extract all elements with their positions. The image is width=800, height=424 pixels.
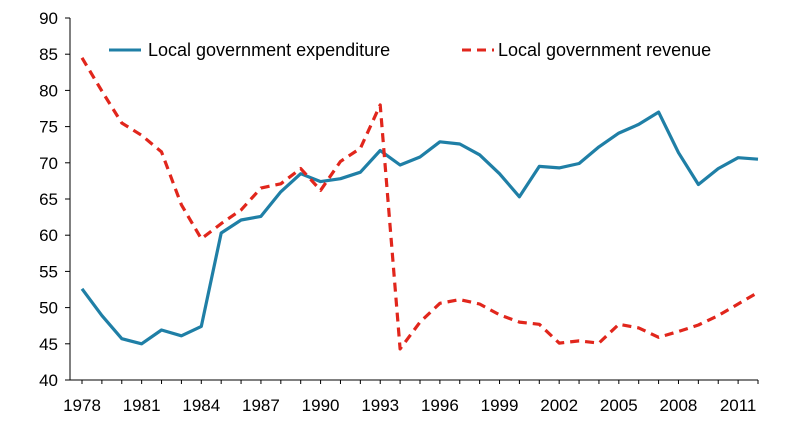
x-tick-label: 1978 [63,396,101,415]
y-tick-label: 65 [39,190,58,209]
legend: Local government expenditure Local gover… [109,40,711,60]
y-tick-label: 80 [39,81,58,100]
legend-label-revenue: Local government revenue [498,40,711,60]
y-tick-label: 40 [39,371,58,390]
axes: 40 45 50 55 60 65 70 75 80 85 90 1978 1981 1984 1987 19… [39,9,759,415]
legend-label-expenditure: Local government expenditure [148,40,390,60]
series-line-revenue [80,56,759,351]
y-tick-label: 75 [39,118,58,137]
x-tick-label: 1993 [361,396,399,415]
x-tick-label: 2008 [660,396,698,415]
x-tick-label: 2002 [540,396,578,415]
y-tick-label: 50 [39,299,58,318]
x-tick-label: 2011 [720,396,757,415]
x-tick-label: 1990 [302,396,340,415]
x-tick-label: 1984 [182,396,220,415]
x-tick-label: 1981 [123,396,161,415]
y-tick-label: 60 [39,226,58,245]
y-tick-label: 85 [39,45,58,64]
y-tick-label: 70 [39,154,58,173]
y-tick-label: 90 [39,9,58,28]
y-tick-label: 55 [39,262,58,281]
series-line-expenditure [80,110,759,346]
x-tick-label: 1999 [481,396,519,415]
x-tick-label: 2005 [600,396,638,415]
x-tick-label: 1996 [421,396,459,415]
x-tick-label: 1987 [242,396,280,415]
series-layer [80,56,759,351]
y-tick-label: 45 [39,335,58,354]
